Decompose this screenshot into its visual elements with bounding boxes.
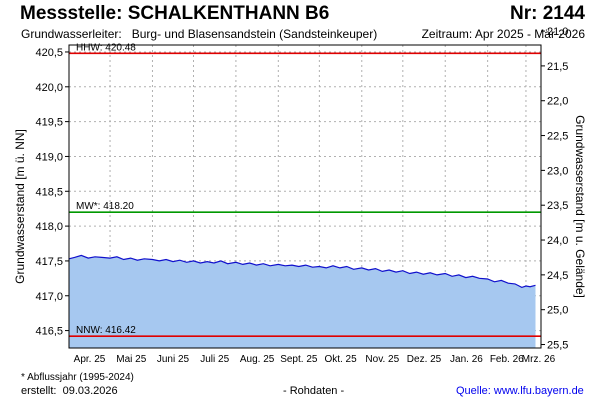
y-tick-label-left: 417,0	[35, 291, 63, 303]
source-url[interactable]: www.lfu.bayern.de	[493, 385, 584, 397]
y-tick-label-right: 25,5	[547, 340, 568, 352]
reference-lines: HHW: 420.48 MW*: 418.20 NNW: 416.42	[69, 42, 541, 337]
x-tick-label: Mrz. 26	[522, 354, 556, 365]
y-tick-label-right: 24,0	[547, 235, 568, 247]
y-tick-label-left: 420,5	[35, 47, 63, 59]
hhw-label: HHW: 420.48	[76, 42, 136, 53]
station-number: Nr: 2144	[510, 3, 585, 24]
y-tick-label-left: 419,5	[35, 117, 63, 129]
y-tick-label-right: 23,0	[547, 165, 568, 177]
y-tick-label-left: 420,0	[35, 82, 63, 94]
x-tick-label: Dez. 25	[407, 354, 442, 365]
y-tick-label-right: 21,5	[547, 61, 568, 73]
x-tick-label: Sept. 25	[280, 354, 318, 365]
x-tick-label: Feb. 26	[490, 354, 524, 365]
series-area	[69, 255, 536, 348]
y-tick-label-right: 25,0	[547, 305, 568, 317]
y-tick-label-right: 22,5	[547, 131, 568, 143]
rawdata-note: - Rohdaten -	[283, 385, 345, 397]
y-tick-label-left: 418,5	[35, 186, 63, 198]
created-value: 09.03.2026	[62, 385, 118, 397]
station-title: Messstelle: SCHALKENTHANN B6	[20, 3, 330, 24]
y-tick-label-left: 416,5	[35, 326, 63, 338]
created-label: erstellt:	[21, 385, 57, 397]
nnw-label: NNW: 416.42	[76, 325, 136, 336]
axis-ticks: 416,5 417,0 417,5 418,0 418,5 419,0 419,5 420,0…	[35, 26, 568, 365]
x-tick-label: Juli 25	[200, 354, 229, 365]
footnote: * Abflussjahr (1995-2024)	[21, 372, 134, 383]
x-tick-label: Apr. 25	[74, 354, 106, 365]
x-tick-label: Mai 25	[116, 354, 146, 365]
aquifer-line: Grundwasserleiter: Burg- und Blasensands…	[21, 27, 377, 41]
aquifer-label: Grundwasserleiter:	[21, 27, 122, 41]
aquifer-value: Burg- und Blasensandstein (Sandsteinkeup…	[131, 27, 378, 41]
created-date: erstellt: 09.03.2026	[21, 385, 118, 397]
source-link[interactable]: Quelle: www.lfu.bayern.de	[456, 385, 584, 397]
x-tick-label: Nov. 25	[365, 354, 399, 365]
y-tick-label-left: 417,5	[35, 256, 63, 268]
period-label: Zeitraum: Apr 2025 - Mär 2026	[421, 27, 585, 41]
y-axis-label-left: Grundwasserstand [m ü. NN]	[13, 129, 27, 284]
x-tick-label: Aug. 25	[240, 354, 275, 365]
plot-frame	[68, 44, 542, 349]
series-line	[68, 254, 536, 289]
y-tick-label-right: 21,0	[547, 26, 568, 38]
y-tick-label-right: 23,5	[547, 200, 568, 212]
x-tick-label: Juni 25	[157, 354, 190, 365]
x-tick-label: Okt. 25	[324, 354, 357, 365]
y-axis-label-right: Grundwasserstand [m u. Gelände]	[573, 115, 587, 298]
y-tick-label-right: 22,0	[547, 96, 568, 108]
y-tick-label-right: 24,5	[547, 270, 568, 282]
mw-label: MW*: 418.20	[76, 201, 134, 212]
y-tick-label-left: 418,0	[35, 221, 63, 233]
x-tick-label: Jan. 26	[450, 354, 483, 365]
y-tick-label-left: 419,0	[35, 151, 63, 163]
source-label: Quelle:	[456, 385, 491, 397]
series-layer	[68, 254, 536, 348]
